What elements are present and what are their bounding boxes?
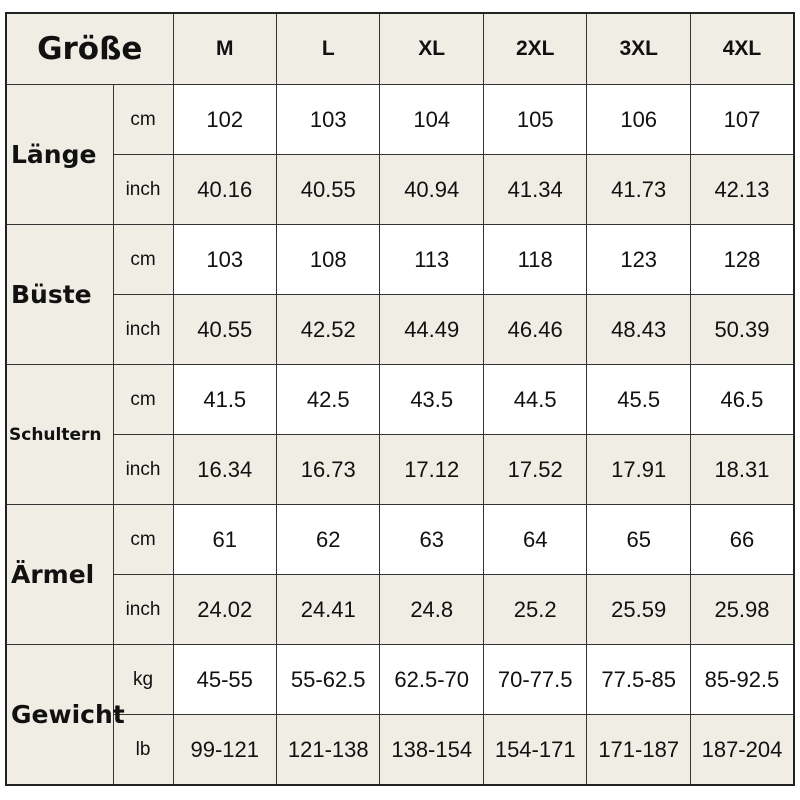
value-cell: 40.55 bbox=[275, 154, 381, 225]
value-cell: 17.12 bbox=[379, 434, 484, 505]
value-cell: 123 bbox=[586, 224, 691, 295]
value-cell: 66 bbox=[689, 504, 795, 575]
unit-label: cm bbox=[112, 84, 174, 155]
value-cell: 24.02 bbox=[172, 574, 278, 645]
value-cell: 17.52 bbox=[482, 434, 588, 505]
unit-label: inch bbox=[112, 574, 174, 645]
table-row: Büste cm 103 108 113 118 123 128 bbox=[5, 224, 795, 365]
table-row: inch 40.16 40.55 40.94 41.34 41.73 42.13 bbox=[6, 154, 795, 225]
value-cell: 85-92.5 bbox=[689, 644, 795, 715]
value-cell: 25.98 bbox=[689, 574, 795, 645]
value-cell: 62 bbox=[275, 504, 381, 575]
value-cell: 44.5 bbox=[482, 364, 588, 435]
value-cell: 171-187 bbox=[586, 714, 691, 786]
value-cell: 107 bbox=[689, 84, 795, 155]
table-row: Gewicht kg 45-55 55-62.5 62.5-70 70-77.5 77.5-… bbox=[5, 644, 795, 786]
measurement-label: Ärmel bbox=[5, 504, 114, 645]
value-cell: 40.94 bbox=[379, 154, 484, 225]
value-cell: 70-77.5 bbox=[482, 644, 588, 715]
value-cell: 44.49 bbox=[379, 294, 484, 365]
measurement-label: Länge bbox=[5, 84, 114, 225]
value-cell: 42.5 bbox=[275, 364, 381, 435]
table-row: Ärmel cm 61 62 63 64 65 66 bbox=[5, 504, 795, 645]
value-cell: 55-62.5 bbox=[275, 644, 381, 715]
value-cell: 128 bbox=[689, 224, 795, 295]
table-row: inch 24.02 24.41 24.8 25.2 25.59 25.98 bbox=[6, 574, 795, 645]
value-cell: 113 bbox=[379, 224, 484, 295]
value-cell: 62.5-70 bbox=[379, 644, 484, 715]
value-cell: 154-171 bbox=[482, 714, 588, 786]
size-header: XL bbox=[379, 12, 484, 85]
value-cell: 24.8 bbox=[379, 574, 484, 645]
value-cell: 16.73 bbox=[275, 434, 381, 505]
value-cell: 102 bbox=[172, 84, 278, 155]
table-row: inch 40.55 42.52 44.49 46.46 48.43 50.39 bbox=[6, 294, 795, 365]
value-cell: 64 bbox=[482, 504, 588, 575]
value-cell: 77.5-85 bbox=[586, 644, 691, 715]
value-cell: 45-55 bbox=[172, 644, 278, 715]
value-cell: 118 bbox=[482, 224, 588, 295]
value-cell: 50.39 bbox=[689, 294, 795, 365]
measurement-label: Büste bbox=[5, 224, 114, 365]
value-cell: 121-138 bbox=[275, 714, 381, 786]
value-cell: 16.34 bbox=[172, 434, 278, 505]
value-cell: 48.43 bbox=[586, 294, 691, 365]
value-cell: 104 bbox=[379, 84, 484, 155]
value-cell: 41.34 bbox=[482, 154, 588, 225]
value-cell: 138-154 bbox=[379, 714, 484, 786]
size-title: Größe bbox=[5, 12, 174, 85]
value-cell: 46.5 bbox=[689, 364, 795, 435]
size-header: L bbox=[275, 12, 381, 85]
value-cell: 106 bbox=[586, 84, 691, 155]
value-cell: 105 bbox=[482, 84, 588, 155]
size-header: M bbox=[172, 12, 278, 85]
value-cell: 103 bbox=[172, 224, 278, 295]
value-cell: 43.5 bbox=[379, 364, 484, 435]
unit-label: cm bbox=[112, 504, 174, 575]
value-cell: 40.16 bbox=[172, 154, 278, 225]
value-cell: 41.5 bbox=[172, 364, 278, 435]
value-cell: 40.55 bbox=[172, 294, 278, 365]
unit-label: inch bbox=[112, 294, 174, 365]
table-row: inch 16.34 16.73 17.12 17.52 17.91 18.31 bbox=[6, 434, 795, 505]
value-cell: 42.52 bbox=[275, 294, 381, 365]
value-cell: 63 bbox=[379, 504, 484, 575]
size-header: 3XL bbox=[586, 12, 691, 85]
value-cell: 187-204 bbox=[689, 714, 795, 786]
value-cell: 45.5 bbox=[586, 364, 691, 435]
table-row: Länge cm 102 103 104 105 106 107 bbox=[5, 84, 795, 225]
value-cell: 46.46 bbox=[482, 294, 588, 365]
value-cell: 18.31 bbox=[689, 434, 795, 505]
size-header: 4XL bbox=[689, 12, 795, 85]
value-cell: 108 bbox=[275, 224, 381, 295]
value-cell: 103 bbox=[275, 84, 381, 155]
measurement-label: Schultern bbox=[5, 364, 114, 505]
value-cell: 61 bbox=[172, 504, 278, 575]
value-cell: 42.13 bbox=[689, 154, 795, 225]
unit-label: cm bbox=[112, 224, 174, 295]
value-cell: 25.2 bbox=[482, 574, 588, 645]
table-row: lb 99-121 121-138 138-154 154-171 171-187 187-… bbox=[6, 714, 795, 786]
value-cell: 65 bbox=[586, 504, 691, 575]
measurement-label: Gewicht bbox=[5, 644, 125, 786]
unit-label: kg bbox=[112, 644, 174, 715]
value-cell: 41.73 bbox=[586, 154, 691, 225]
value-cell: 24.41 bbox=[275, 574, 381, 645]
value-cell: 17.91 bbox=[586, 434, 691, 505]
unit-label: inch bbox=[112, 154, 174, 225]
size-header: 2XL bbox=[482, 12, 588, 85]
unit-label: inch bbox=[112, 434, 174, 505]
header-row: Größe M L XL 2XL 3XL 4XL bbox=[5, 12, 795, 85]
size-chart-table: Größe M L XL 2XL 3XL 4XL Länge cm 102 103 10… bbox=[5, 12, 795, 786]
table-row: Schultern cm 41.5 42.5 43.5 44.5 45.5 46.5 bbox=[5, 364, 795, 505]
value-cell: 25.59 bbox=[586, 574, 691, 645]
value-cell: 99-121 bbox=[172, 714, 278, 786]
unit-label: cm bbox=[112, 364, 174, 435]
